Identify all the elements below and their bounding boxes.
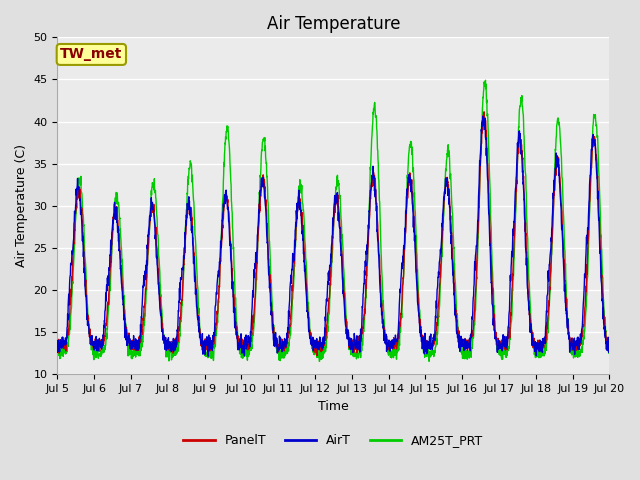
PanelT bbox=[313, 353, 321, 359]
AirT bbox=[204, 353, 212, 359]
AirT bbox=[323, 302, 330, 308]
PanelT bbox=[605, 342, 613, 348]
AM25T_PRT bbox=[316, 359, 323, 364]
Title: Air Temperature: Air Temperature bbox=[267, 15, 400, 33]
Line: AM25T_PRT: AM25T_PRT bbox=[58, 80, 609, 361]
AirT bbox=[479, 113, 487, 119]
AM25T_PRT bbox=[482, 77, 490, 83]
AM25T_PRT bbox=[82, 262, 90, 267]
Line: PanelT: PanelT bbox=[58, 112, 609, 356]
AirT bbox=[590, 140, 598, 145]
PanelT bbox=[480, 109, 488, 115]
AirT bbox=[489, 303, 497, 309]
AM25T_PRT bbox=[590, 112, 598, 118]
AM25T_PRT bbox=[54, 351, 61, 357]
PanelT bbox=[489, 285, 497, 291]
PanelT bbox=[323, 332, 330, 338]
AM25T_PRT bbox=[323, 345, 330, 350]
Text: TW_met: TW_met bbox=[60, 48, 122, 61]
AirT bbox=[54, 349, 61, 355]
Y-axis label: Air Temperature (C): Air Temperature (C) bbox=[15, 144, 28, 267]
AirT bbox=[308, 336, 316, 342]
AM25T_PRT bbox=[590, 115, 598, 120]
AirT bbox=[590, 137, 598, 143]
PanelT bbox=[590, 135, 598, 141]
X-axis label: Time: Time bbox=[318, 400, 349, 413]
AM25T_PRT bbox=[489, 270, 497, 276]
PanelT bbox=[307, 332, 315, 338]
PanelT bbox=[590, 136, 598, 142]
PanelT bbox=[54, 346, 61, 351]
Legend: PanelT, AirT, AM25T_PRT: PanelT, AirT, AM25T_PRT bbox=[179, 430, 488, 453]
AM25T_PRT bbox=[307, 336, 315, 342]
Line: AirT: AirT bbox=[58, 116, 609, 356]
AirT bbox=[82, 292, 90, 298]
AirT bbox=[605, 343, 613, 349]
PanelT bbox=[82, 279, 90, 285]
AM25T_PRT bbox=[605, 348, 613, 354]
